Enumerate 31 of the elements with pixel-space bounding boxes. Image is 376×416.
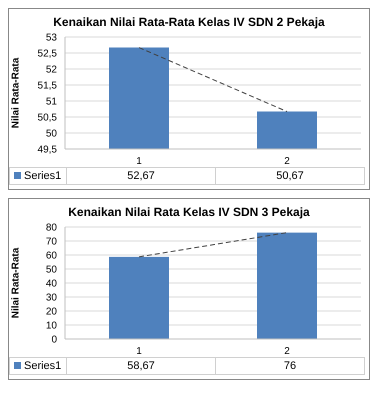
y-tick-label: 40 [46, 278, 58, 290]
data-label: 58,67 [66, 358, 216, 374]
x-tick-label: 2 [284, 156, 290, 168]
y-tick-label: 49,5 [38, 144, 58, 156]
chart-title: Kenaikan Nilai Rata Kelas IV SDN 3 Pekaja [67, 204, 311, 221]
y-tick-label: 10 [46, 320, 58, 332]
y-tick-label: 30 [46, 292, 58, 304]
data-label: 76 [216, 358, 364, 374]
data-label: 50,67 [216, 168, 364, 184]
y-tick-label: 50,5 [38, 112, 58, 124]
y-axis-title: Nilai Rata-Rata [10, 247, 22, 318]
y-tick-label: 52,5 [38, 48, 58, 60]
x-tick-label: 2 [284, 346, 290, 358]
y-axis-title: Nilai Rata-Rata [10, 57, 22, 128]
y-tick-label: 51 [46, 96, 58, 108]
chart-title: Kenaikan Nilai Rata-Rata Kelas IV SDN 2 Pekaja [52, 14, 326, 31]
y-tick-label: 51,5 [38, 80, 58, 92]
y-tick-label: 0 [51, 334, 58, 346]
x-tick-label: 1 [136, 346, 142, 358]
y-tick-label: 60 [46, 250, 58, 262]
y-tick-label: 20 [46, 306, 58, 318]
y-tick-label: 52 [46, 64, 58, 76]
legend-label: Series1 [10, 168, 66, 184]
y-tick-label: 50 [46, 128, 58, 140]
data-label: 52,67 [66, 168, 216, 184]
y-tick-label: 70 [46, 236, 58, 248]
legend-label: Series1 [10, 358, 66, 374]
x-tick-label: 1 [136, 156, 142, 168]
y-tick-label: 80 [46, 222, 58, 234]
y-tick-label: 50 [46, 264, 58, 276]
y-tick-label: 53 [46, 32, 58, 44]
